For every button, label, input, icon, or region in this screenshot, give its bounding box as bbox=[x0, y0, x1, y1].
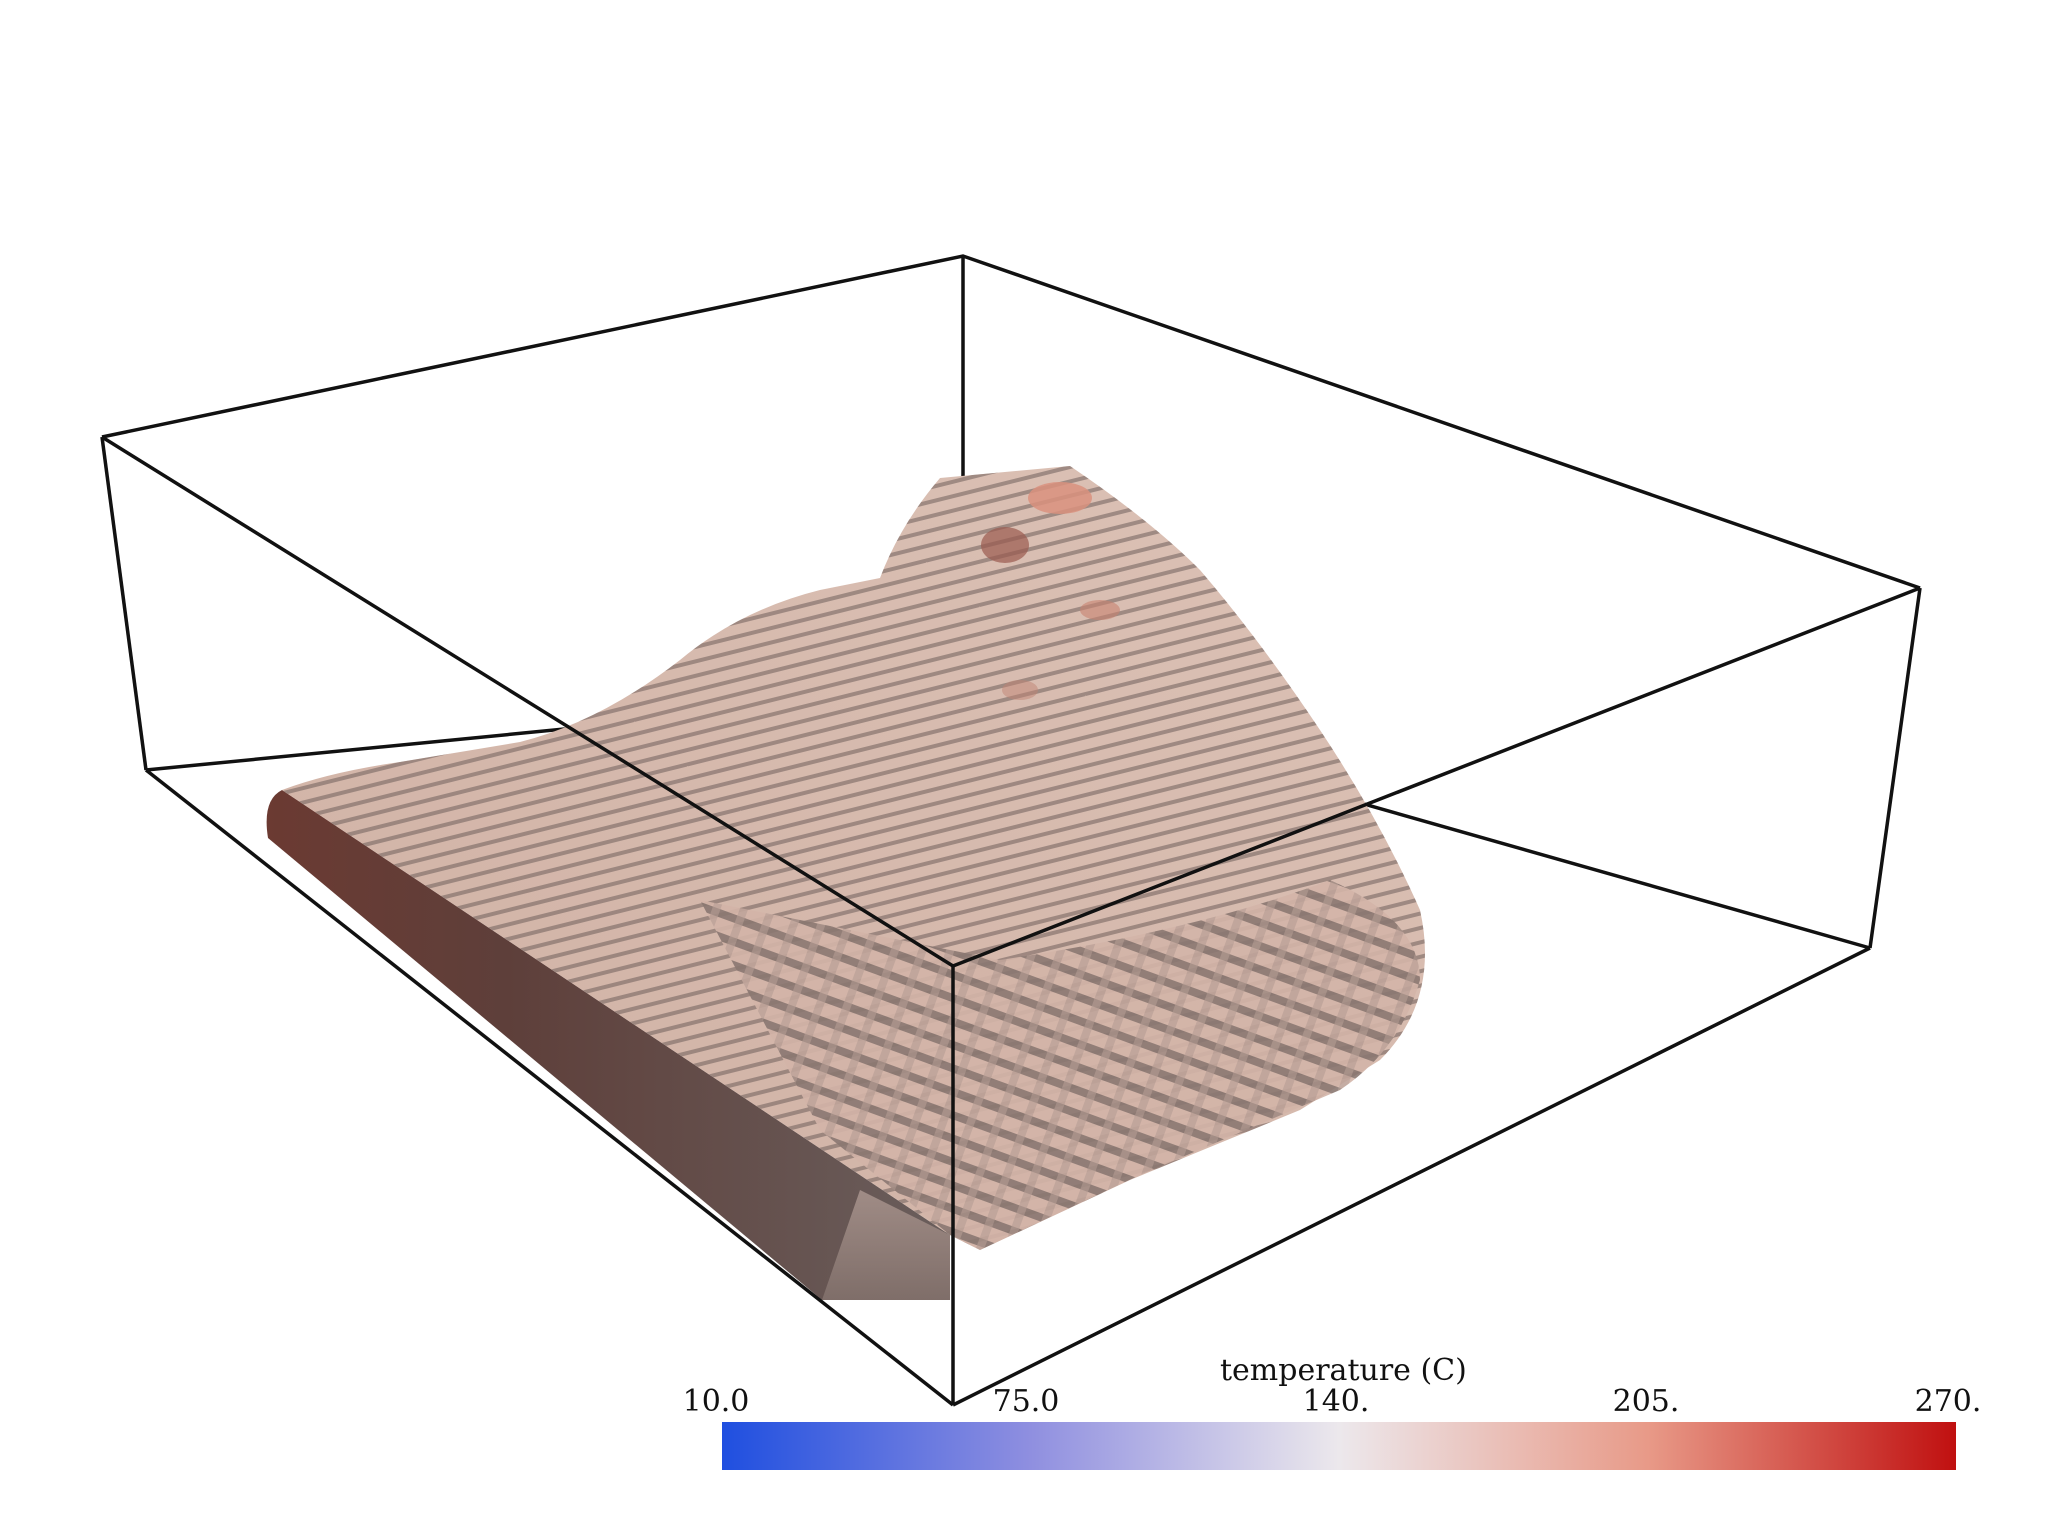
colorbar-tick-label: 205. bbox=[1612, 1384, 1680, 1419]
surface-side-face bbox=[266, 790, 951, 1300]
colorbar-tick-label: 270. bbox=[1914, 1384, 1982, 1419]
colorbar-gradient bbox=[722, 1422, 1956, 1470]
surface-front-steps bbox=[700, 880, 1420, 1250]
colorbar-tick-label: 10.0 bbox=[682, 1384, 750, 1419]
colorbar-tick-label: 140. bbox=[1302, 1384, 1370, 1419]
colorbar-tick-label: 75.0 bbox=[992, 1384, 1060, 1419]
colorbar-title: temperature (C) bbox=[1220, 1353, 1467, 1388]
voxel-isosurface bbox=[266, 466, 1425, 1300]
bounding-box-front bbox=[100, 254, 1922, 1407]
